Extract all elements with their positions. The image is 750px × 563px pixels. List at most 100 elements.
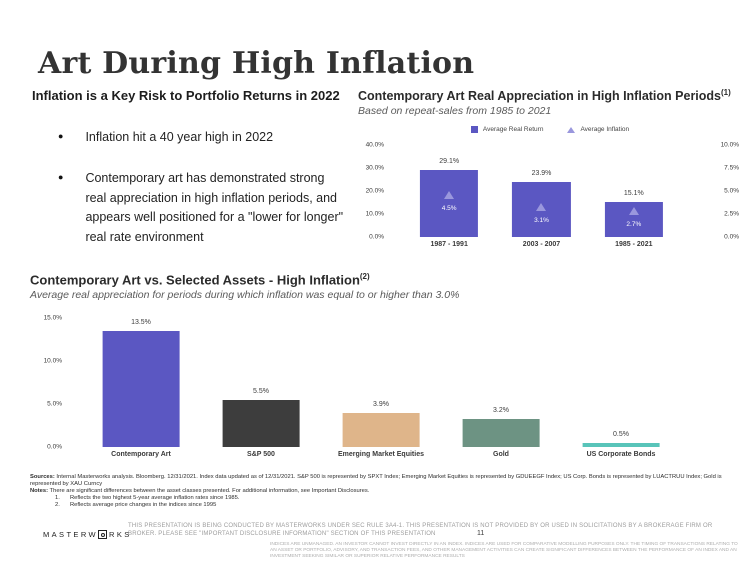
- category-label: Contemporary Art: [111, 451, 171, 458]
- bullet-list: ● Inflation hit a 40 year high in 2022 ●…: [58, 128, 358, 269]
- logo-o-icon: [98, 530, 107, 539]
- bar-slot: 3.2%: [441, 318, 561, 447]
- bar-slot: 15.1% 2.7%: [588, 145, 680, 237]
- note-number: 2.: [55, 502, 60, 508]
- chart-title-text: Contemporary Art Real Appreciation in Hi…: [358, 89, 722, 104]
- category-axis: 1987 - 1991 2003 - 2007 1985 - 2021: [403, 241, 680, 253]
- bullet-text: Inflation hit a 40 year high in 2022: [85, 130, 274, 144]
- note-item: 1. Reflects the two highest 5-year avera…: [30, 495, 736, 502]
- bar-slot: 13.5%: [81, 318, 201, 447]
- axis-tick-label: 30.0%: [365, 164, 384, 172]
- inflation-triangle-marker: [444, 190, 455, 199]
- bar-value-label: 3.9%: [373, 401, 389, 409]
- list-item: ● Contemporary art has demonstrated stro…: [58, 169, 358, 247]
- chart-subtitle: Average real appreciation for periods du…: [30, 289, 460, 302]
- axis-tick-label: 10.0%: [365, 210, 384, 218]
- list-item: ● Inflation hit a 40 year high in 2022: [58, 128, 358, 147]
- bar-value-label: 5.5%: [253, 387, 269, 395]
- note-number: 1.: [55, 495, 60, 501]
- bar-swatch-icon: [470, 126, 478, 133]
- bar-slot: 5.5%: [201, 318, 321, 447]
- inflation-triangle-marker: [536, 203, 547, 212]
- legend-item-real-return: Average Real Return: [470, 126, 544, 133]
- bar-contemporary-art: [102, 330, 180, 447]
- note-text: Reflects average price changes in the in…: [70, 502, 217, 508]
- category-label: 2003 - 2007: [522, 241, 561, 248]
- note-item: 2. Reflects average price changes in the…: [30, 502, 736, 509]
- axis-tick-label: 0.0%: [47, 443, 62, 451]
- triangle-swatch-icon: [567, 126, 576, 133]
- logo-text: MASTERW: [43, 530, 98, 539]
- sources-line: Sources: Internal Masterworks analysis. …: [30, 474, 736, 488]
- inflation-value-label: 2.7%: [626, 221, 642, 229]
- sources-notes-block: Sources: Internal Masterworks analysis. …: [30, 474, 736, 509]
- axis-tick-label: 0.0%: [724, 233, 739, 241]
- footer-bar: MASTERW RKS THIS PRESENTATION IS BEING CO…: [0, 520, 750, 563]
- right-axis: 10.0% 7.5% 5.0% 2.5% 0.0%: [709, 141, 739, 241]
- bar-slot: 29.1% 4.5%: [403, 145, 495, 237]
- chart-title-footnote-ref: (1): [721, 88, 731, 97]
- inflation-value-label: 3.1%: [534, 217, 549, 225]
- left-axis: 15.0% 10.0% 5.0% 0.0%: [30, 314, 62, 451]
- legend-item-inflation: Average Inflation: [567, 126, 629, 133]
- chart-real-appreciation: Contemporary Art Real Appreciation in Hi…: [358, 88, 742, 258]
- sources-label: Sources:: [30, 474, 55, 480]
- bar-value-label: 29.1%: [439, 158, 460, 166]
- slide-title: Art During High Inflation: [38, 46, 475, 82]
- inflation-value-label: 4.5%: [441, 204, 457, 212]
- category-label: US Corporate Bonds: [586, 451, 656, 458]
- notes-line: Notes: There are significant differences…: [30, 488, 736, 495]
- bullet-text: Contemporary art has demonstrated strong…: [85, 171, 344, 244]
- axis-tick-label: 10.0%: [43, 357, 62, 365]
- axis-tick-label: 10.0%: [720, 141, 739, 149]
- chart-title: Contemporary Art vs. Selected Assets - H…: [30, 272, 740, 287]
- note-text: Reflects the two highest 5-year average …: [70, 495, 240, 501]
- legend-label: Average Real Return: [482, 126, 544, 133]
- inflation-triangle-marker: [628, 207, 639, 216]
- chart-title-text: Contemporary Art vs. Selected Assets - H…: [30, 272, 360, 288]
- chart-legend: Average Real Return Average Inflation: [358, 126, 742, 133]
- axis-tick-label: 40.0%: [365, 141, 384, 149]
- category-label: S&P 500: [247, 451, 275, 458]
- plot-area: 13.5% 5.5% 3.9% 3.2% 0.5%: [81, 318, 681, 447]
- bar-slot: 0.5%: [561, 318, 681, 447]
- bullet-icon: ●: [58, 172, 64, 183]
- bar-1987-1991: [420, 170, 479, 237]
- logo-text: RKS: [109, 530, 132, 539]
- bar-emerging-market-equities: [342, 413, 420, 447]
- bar-value-label: 3.2%: [493, 407, 509, 415]
- bar-slot: 3.9%: [321, 318, 441, 447]
- axis-tick-label: 0.0%: [369, 233, 384, 241]
- page-number: 11: [477, 530, 485, 537]
- bar-s-p-500: [222, 399, 300, 447]
- axis-tick-label: 5.0%: [724, 187, 739, 195]
- legend-label: Average Inflation: [580, 126, 630, 133]
- axis-tick-label: 2.5%: [724, 210, 739, 218]
- masterworks-logo: MASTERW RKS: [43, 530, 132, 539]
- chart-subtitle: Based on repeat-sales from 1985 to 2021: [358, 105, 552, 118]
- bullet-icon: ●: [58, 131, 64, 141]
- bar-value-label: 0.5%: [613, 430, 629, 438]
- category-label: Gold: [493, 451, 509, 458]
- left-panel-heading: Inflation is a Key Risk to Portfolio Ret…: [32, 88, 340, 103]
- axis-tick-label: 15.0%: [43, 314, 62, 322]
- category-label: 1985 - 2021: [615, 241, 653, 248]
- bar-value-label: 23.9%: [531, 170, 552, 178]
- disclaimer-text: THIS PRESENTATION IS BEING CONDUCTED BY …: [128, 523, 713, 537]
- axis-tick-label: 7.5%: [724, 164, 739, 172]
- plot-area: 29.1% 4.5% 23.9% 3.1% 15.1% 2.7%: [403, 145, 680, 237]
- bar-value-label: 15.1%: [623, 190, 644, 198]
- chart-title: Contemporary Art Real Appreciation in Hi…: [358, 88, 742, 103]
- disclaimer-fine-print: INDICES ARE UNMANAGED. AN INVESTOR CANNO…: [270, 542, 738, 559]
- bar-gold: [462, 419, 540, 447]
- sources-text: Internal Masterworks analysis. Bloomberg…: [30, 474, 722, 487]
- notes-text: There are significant differences betwee…: [48, 488, 370, 494]
- bar-slot: 23.9% 3.1%: [495, 145, 587, 237]
- chart-asset-comparison: Contemporary Art vs. Selected Assets - H…: [30, 272, 740, 467]
- category-axis: Contemporary Art S&P 500 Emerging Market E…: [81, 451, 681, 463]
- bar-value-label: 13.5%: [131, 318, 151, 326]
- category-label: 1987 - 1991: [430, 241, 468, 248]
- notes-label: Notes:: [30, 488, 49, 494]
- chart-title-footnote-ref: (2): [359, 272, 370, 281]
